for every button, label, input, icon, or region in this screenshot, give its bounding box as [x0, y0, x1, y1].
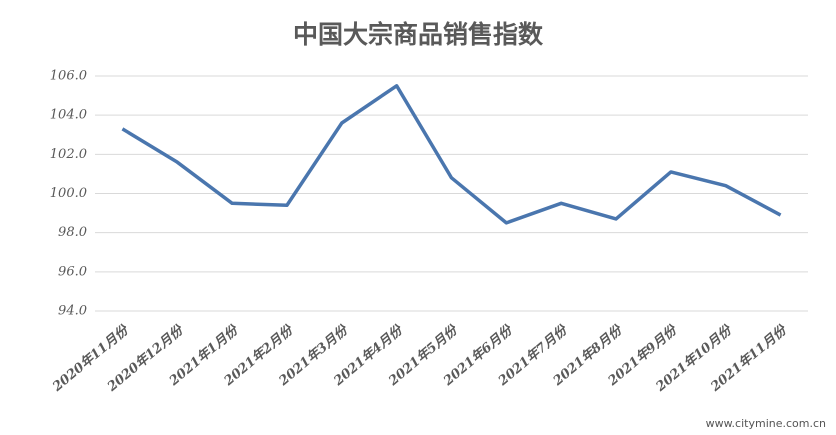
y-tick-label: 102.0	[50, 147, 87, 162]
y-tick-label: 106.0	[50, 69, 87, 84]
data-line	[121, 84, 782, 225]
y-tick-label: 96.0	[58, 264, 87, 279]
y-tick-label: 104.0	[50, 108, 87, 123]
chart-title: 中国大宗商品销售指数	[293, 20, 544, 49]
y-tick-label: 94.0	[58, 304, 87, 319]
y-tick-label: 100.0	[50, 186, 87, 201]
watermark: www.citymine.com.cn	[706, 417, 826, 430]
y-tick-label: 98.0	[58, 225, 87, 240]
